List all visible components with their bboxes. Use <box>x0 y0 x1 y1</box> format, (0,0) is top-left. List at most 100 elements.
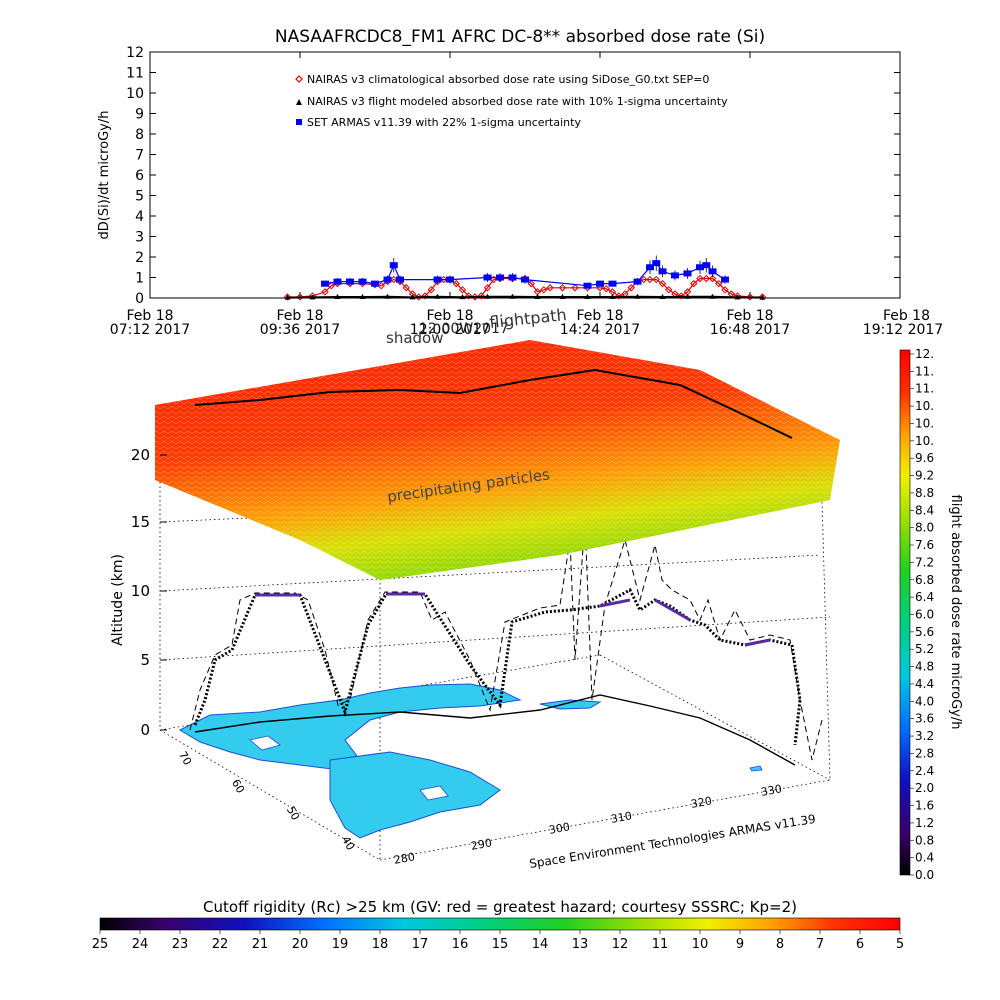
data-point <box>508 274 517 281</box>
data-point <box>390 275 398 284</box>
data-point <box>596 284 604 292</box>
longitude-tick-label: 310 <box>610 809 633 825</box>
x-tick-label-time: 07:12 2017 <box>110 322 190 338</box>
legend-item-nairas-climatological: NAIRAS v3 climatological absorbed dose r… <box>295 73 709 86</box>
data-point <box>427 286 435 294</box>
data-point <box>490 275 498 284</box>
data-point <box>309 294 316 300</box>
series-layer <box>283 255 767 301</box>
bottom-colorbar-tick-label: 18 <box>372 937 389 952</box>
bottom-colorbar-tick-label: 22 <box>212 937 229 952</box>
bottom-colorbar-title: Cutoff rigidity (Rc) >25 km (GV: red = g… <box>203 898 797 916</box>
data-point <box>509 293 516 299</box>
data-point <box>584 293 591 299</box>
bottom-colorbar-tick-label: 8 <box>776 937 784 952</box>
right-colorbar-tick-label: 0.0 <box>915 868 934 882</box>
legend-label: SET ARMAS v11.39 with 22% 1-sigma uncert… <box>307 116 581 129</box>
data-point <box>690 279 698 288</box>
data-point <box>527 279 535 288</box>
right-colorbar-tick-label: 0.4 <box>915 851 934 865</box>
altitude-tick-label: 20 <box>131 446 150 464</box>
series-2 <box>321 255 729 289</box>
series-line <box>287 295 763 299</box>
data-point <box>659 293 666 299</box>
legend-square-marker <box>296 119 302 125</box>
data-point <box>734 294 741 300</box>
data-point <box>284 294 291 300</box>
altitude-profile-highlight <box>255 592 771 647</box>
x-tick-label-date: Feb 18 <box>576 308 623 324</box>
right-colorbar-ticks: 12. 11. 11. 10. 10. 10. 9.6 9.2 8.8 8.4 8.0 7.6 7.2 6… <box>910 347 934 882</box>
data-point <box>433 276 442 283</box>
data-point <box>615 292 623 300</box>
bottom-colorbar-tick-label: 15 <box>492 937 509 952</box>
right-colorbar-tick-label: 11. <box>915 382 934 396</box>
altitude-axis-label: Altitude (km) <box>110 554 126 646</box>
data-point <box>540 286 548 294</box>
latitude-ticks: 40 50 60 70 <box>176 749 357 853</box>
y-axis-label: dD(Si)/dt microGy/h <box>97 111 112 240</box>
data-point <box>596 280 604 287</box>
right-colorbar-tick-label: 12. <box>915 347 934 361</box>
bottom-colorbar-tick-label: 11 <box>652 937 669 952</box>
data-point <box>609 293 616 299</box>
longitude-tick-label: 300 <box>548 820 571 836</box>
x-tick-label-time: 16:48 2017 <box>710 322 790 338</box>
data-point <box>758 293 767 301</box>
data-point <box>696 274 704 283</box>
data-point <box>627 284 635 292</box>
flightpath-label: flightpath <box>488 305 567 332</box>
data-point <box>708 268 717 275</box>
data-point <box>415 293 423 301</box>
legend-label: NAIRAS v3 climatological absorbed dose r… <box>307 73 709 86</box>
data-point <box>377 281 385 290</box>
data-point <box>333 278 342 285</box>
legend-label: NAIRAS v3 flight modeled absorbed dose r… <box>307 95 728 108</box>
data-point <box>371 280 379 287</box>
data-point <box>459 294 466 300</box>
data-point <box>683 270 692 277</box>
data-point <box>558 284 567 292</box>
data-point <box>402 284 410 292</box>
x-tick-label-time: 14:24 2017 <box>560 322 640 338</box>
longitude-tick-label: 280 <box>393 850 416 866</box>
right-colorbar: 12. 11. 11. 10. 10. 10. 9.6 9.2 8.8 8.4 8.0 7.6 7.2 6… <box>899 347 963 882</box>
x-tick-label-date: Feb 18 <box>126 308 173 324</box>
data-point <box>496 274 504 281</box>
shadow-label: shadow <box>386 329 443 347</box>
data-point <box>484 293 491 299</box>
right-colorbar-tick-label: 7.2 <box>915 555 934 569</box>
right-colorbar-tick-label: 2.8 <box>915 746 934 760</box>
data-point <box>383 276 392 283</box>
x-tick-label-date: Feb 18 <box>726 308 773 324</box>
y-tick-label: 12 <box>126 45 144 61</box>
right-colorbar-tick-label: 10. <box>915 416 934 430</box>
altitude-tick-label: 0 <box>140 721 150 739</box>
y-tick-label: 10 <box>126 86 144 102</box>
coastline-map <box>178 683 763 839</box>
bottom-colorbar-tick-label: 9 <box>736 937 744 952</box>
dose-rate-sheet-texture <box>155 340 840 580</box>
data-point <box>359 293 366 299</box>
data-point <box>546 284 554 292</box>
right-colorbar-tick-label: 4.4 <box>915 677 934 691</box>
data-point <box>665 286 673 294</box>
credit-label: Space Environment Technologies ARMAS v11… <box>528 812 816 871</box>
altitude-tick-label: 5 <box>140 651 150 669</box>
data-point <box>702 262 711 269</box>
data-point <box>283 293 292 301</box>
y-tick-label: 2 <box>135 250 144 266</box>
flightpath-line <box>194 368 793 439</box>
legend-diamond-marker <box>295 75 303 83</box>
data-point <box>346 278 354 285</box>
altitude-tick-label: 15 <box>131 513 150 531</box>
y-tick-label: 7 <box>135 148 144 164</box>
data-point <box>534 293 541 299</box>
data-point <box>327 281 335 290</box>
y-tick-label: 0 <box>135 291 144 307</box>
y-tick-label: 9 <box>135 107 144 123</box>
right-colorbar-tick-label: 6.0 <box>915 608 934 622</box>
bottom-colorbar-tick-label: 6 <box>856 937 864 952</box>
right-colorbar-tick-label: 4.0 <box>915 694 934 708</box>
